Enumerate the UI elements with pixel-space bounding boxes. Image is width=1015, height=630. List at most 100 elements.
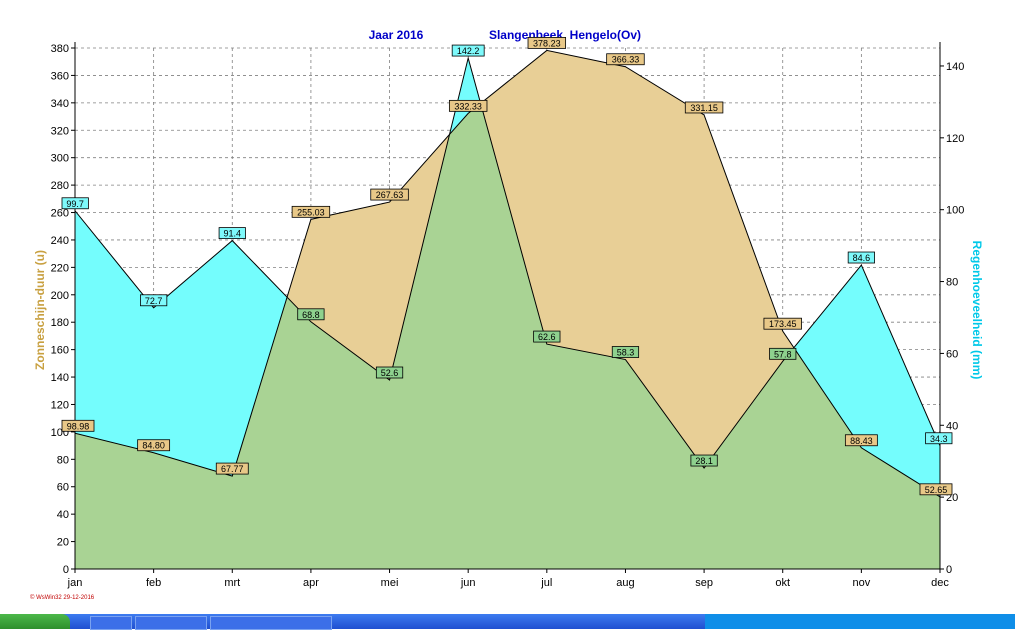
x-tick-label: jun <box>460 577 476 589</box>
sun-data-label-box <box>137 439 171 452</box>
rain-data-label: 84.6 <box>847 251 875 264</box>
rain-data-label-box <box>769 347 797 360</box>
right-tick-label: 0 <box>946 564 952 576</box>
x-tick-label: jan <box>67 577 83 589</box>
sun-data-label: 366.33 <box>606 53 645 66</box>
sun-data-label-text: 173.45 <box>769 319 797 329</box>
sun-data-label-box <box>61 419 95 432</box>
sun-data-label-box <box>448 99 488 112</box>
rain-data-label: 28.1 <box>690 454 718 467</box>
x-tick-label: aug <box>616 577 634 589</box>
sun-data-label-box <box>763 317 802 330</box>
sun-data-label-text: 84.80 <box>142 441 165 451</box>
sun-data-label-text: 331.15 <box>690 103 718 113</box>
rain-data-label-box <box>847 251 875 264</box>
rain-data-label-box <box>533 330 561 343</box>
rain-data-label-text: 28.1 <box>695 456 713 466</box>
rain-data-label-box <box>140 294 168 307</box>
left-tick-label: 220 <box>51 262 69 274</box>
sun-data-label-box <box>919 483 953 496</box>
sun-data-label: 67.77 <box>215 462 249 475</box>
rain-data-label-box <box>611 346 640 358</box>
left-tick-label: 380 <box>51 43 69 55</box>
rain-data-label-box <box>451 44 485 57</box>
right-tick-label: 60 <box>946 348 958 360</box>
sun-data-label: 173.45 <box>763 317 802 330</box>
credit-text: © WsWin32 29-12-2016 <box>30 595 95 601</box>
chart-title-station: Slangenbeek, Hengelo(Ov) <box>489 28 641 42</box>
left-tick-label: 360 <box>51 70 69 82</box>
sun-data-label: 378.23 <box>527 37 567 49</box>
left-axis-label: Zonneschijn-duur (u) <box>33 250 47 370</box>
system-tray[interactable] <box>705 614 1015 629</box>
sun-data-label-text: 255.03 <box>297 207 325 217</box>
rain-data-label-text: 57.8 <box>774 349 792 359</box>
left-tick-label: 280 <box>51 180 69 192</box>
sun-data-label-text: 366.33 <box>612 55 640 65</box>
x-tick-label: okt <box>775 577 790 589</box>
left-tick-label: 0 <box>63 564 69 576</box>
rain-data-label-box <box>218 227 246 239</box>
sun-data-label: 332.33 <box>448 99 488 112</box>
overlap-area <box>75 58 940 569</box>
left-tick-label: 240 <box>51 235 69 247</box>
start-button[interactable] <box>0 614 70 629</box>
sun-data-label: 267.63 <box>370 188 409 201</box>
left-tick-label: 160 <box>51 345 69 357</box>
sun-data-label: 98.98 <box>61 419 95 432</box>
left-tick-label: 140 <box>51 372 69 384</box>
rain-data-label-text: 62.6 <box>538 332 556 342</box>
right-axis-label: Regenhoeveelheid (mm) <box>970 241 984 380</box>
x-tick-label: feb <box>146 577 161 589</box>
rain-data-label: 34.3 <box>925 432 953 445</box>
rain-data-label-text: 52.6 <box>381 368 399 378</box>
sun-data-label: 255.03 <box>291 205 331 218</box>
right-tick-label: 40 <box>946 420 958 432</box>
rain-data-label: 91.4 <box>218 227 246 239</box>
sun-data-label: 52.65 <box>919 483 953 496</box>
sun-data-label: 331.15 <box>684 101 724 114</box>
sun-data-label-box <box>370 188 409 201</box>
sun-data-label-box <box>684 101 724 114</box>
rain-data-label: 52.6 <box>375 366 404 379</box>
rain-data-label-box <box>925 432 953 445</box>
rain-data-label-text: 72.7 <box>145 296 163 306</box>
x-tick-label: sep <box>695 577 713 589</box>
rain-data-label: 142.2 <box>451 44 485 57</box>
left-tick-label: 180 <box>51 317 69 329</box>
sun-data-label-box <box>606 53 645 66</box>
rain-data-label-box <box>690 454 718 467</box>
sun-data-label-text: 267.63 <box>376 190 404 200</box>
rain-data-label-box <box>297 308 325 321</box>
data-labels: 98.98 84.80 67.77 255.03 267.63 332.33 378.23 3… <box>61 37 953 496</box>
rain-line <box>75 56 940 469</box>
taskbar-item[interactable] <box>210 616 332 630</box>
x-tick-label: apr <box>303 577 319 589</box>
combined-sun-rain-chart: Jaar 2016 Slangenbeek, Hengelo(Ov) 0 20 40… <box>33 28 984 589</box>
rain-data-label-text: 68.8 <box>302 310 320 320</box>
sun-data-label-box <box>844 434 878 447</box>
rain-data-label-text: 58.3 <box>617 348 635 358</box>
left-tick-label: 40 <box>57 509 69 521</box>
sun-data-label-box <box>527 37 567 49</box>
right-tick-label: 100 <box>946 205 964 217</box>
taskbar-item[interactable] <box>135 616 207 630</box>
left-tick-label: 80 <box>57 454 69 466</box>
rain-data-label-box <box>375 366 404 379</box>
rain-data-label-text: 84.6 <box>853 253 871 263</box>
rain-data-label: 62.6 <box>533 330 561 343</box>
area-layer <box>75 49 940 569</box>
taskbar-item[interactable] <box>90 616 132 630</box>
rain-data-label-text: 34.3 <box>930 434 948 444</box>
sun-data-label: 84.80 <box>137 439 171 452</box>
chart-title-year: Jaar 2016 <box>369 28 424 42</box>
sun-data-label-text: 88.43 <box>850 436 873 446</box>
x-tick-label: nov <box>852 577 870 589</box>
sun-data-label-text: 52.65 <box>925 485 948 495</box>
rain-data-label: 58.3 <box>611 346 640 358</box>
axes: 0 20 40 60 80 100 120 140 160 180 200 220 240 260 280 3… <box>51 42 964 589</box>
sun-data-label-text: 332.33 <box>454 101 482 111</box>
left-tick-label: 320 <box>51 125 69 137</box>
right-tick-label: 120 <box>946 133 964 145</box>
rain-data-label-text: 99.7 <box>66 199 84 209</box>
